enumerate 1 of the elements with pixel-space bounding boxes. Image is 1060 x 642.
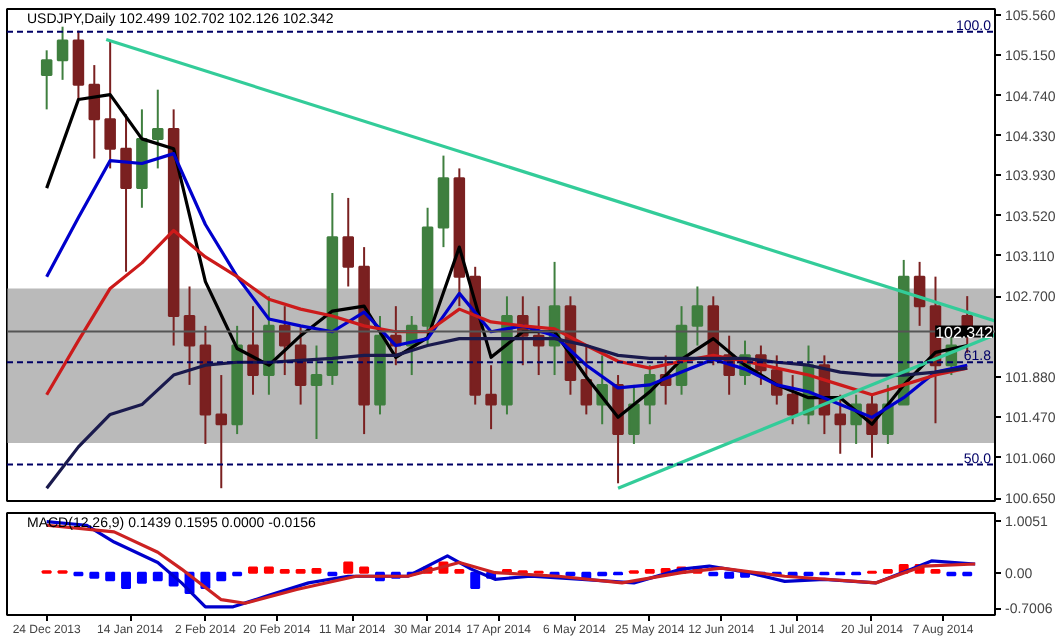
ref-line-label: 102.342: [935, 323, 995, 342]
